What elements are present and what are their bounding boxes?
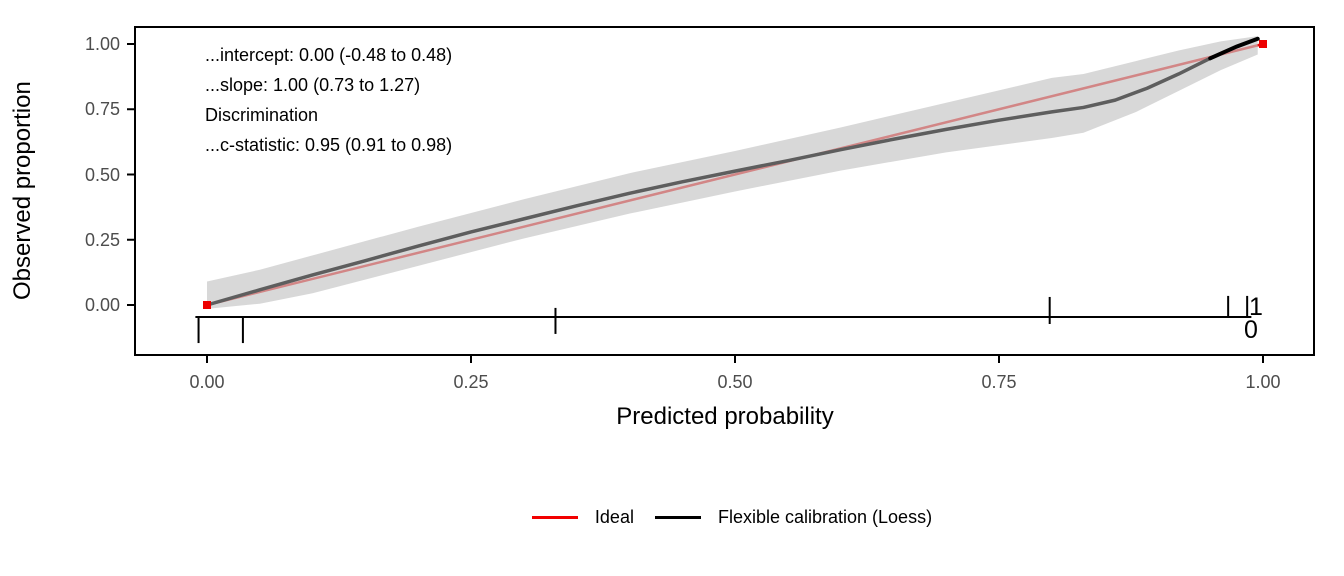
rug-event-label: 1 [1249,293,1263,321]
ideal-line-swatch-icon [531,516,578,519]
y-tick-label: 0.75 [84,99,120,120]
x-tick-label: 0.00 [189,372,225,392]
x-axis-title: Predicted probability [616,403,834,430]
ideal-endpoint-dot [203,301,211,309]
annotation-line-intercept: ...intercept: 0.00 (-0.48 to 0.48) [205,45,453,65]
x-tick-label: 1.00 [1245,372,1281,392]
annotation-line-discrimination: Discrimination [205,105,319,125]
ideal-endpoint-dot [1259,40,1267,48]
loess-tip [1208,36,1260,61]
y-tick-label: 0.00 [84,295,120,315]
y-tick-label: 1.00 [84,34,120,54]
x-tick-label: 0.75 [981,372,1017,392]
legend-item-ideal: Ideal [531,507,634,528]
y-tick-label: 0.50 [84,164,120,185]
legend-item-flexible: Flexible calibration (Loess) [654,507,933,528]
flexible-line-swatch-icon [654,516,701,519]
legend-inner: Ideal Flexible calibration (Loess) [531,507,933,528]
legend: Ideal Flexible calibration (Loess) [0,507,1344,528]
annotation-block: ...intercept: 0.00 (-0.48 to 0.48) ...sl… [205,40,452,160]
rug-nonevent-label: 0 [1244,316,1258,344]
legend-label-flexible: Flexible calibration (Loess) [717,507,933,527]
legend-label-ideal: Ideal [594,507,634,527]
y-tick-label: 0.25 [84,229,120,250]
annotation-line-cstatistic: ...c-statistic: 0.95 (0.91 to 0.98) [205,135,453,155]
annotation-line-slope: ...slope: 1.00 (0.73 to 1.27) [205,75,421,95]
x-tick-label: 0.50 [717,372,753,392]
plot-canvas [127,36,1267,363]
plot-panel-border [134,26,1315,356]
loess-line [205,37,1260,307]
x-tick-label: 0.25 [453,372,489,392]
